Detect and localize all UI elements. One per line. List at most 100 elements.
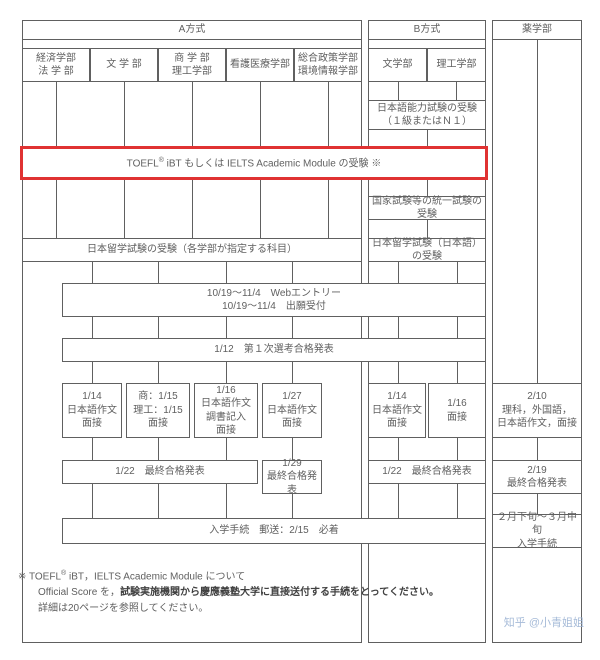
- node-line: 1/22 最終合格発表: [382, 465, 471, 479]
- connector-line: [92, 362, 93, 383]
- node-a1: 経済学部法 学 部: [22, 48, 90, 82]
- connector-line: [92, 262, 93, 283]
- node-line: 1/29: [282, 457, 301, 471]
- node-line: 理工学部: [437, 58, 477, 72]
- node-line: 1/14: [387, 390, 406, 404]
- connector-line: [457, 484, 458, 518]
- connector-line: [457, 362, 458, 383]
- node-c-title: 薬学部: [492, 20, 582, 40]
- connector-line: [56, 82, 57, 148]
- connector-line: [192, 178, 193, 238]
- node-a5: 総合政策学部環境情報学部: [294, 48, 362, 82]
- node-line: 経済学部: [36, 52, 76, 66]
- node-line: 入学手続 郵送：2/15 必着: [209, 524, 338, 538]
- connector-line: [158, 484, 159, 518]
- node-a3: 商 学 部理工学部: [158, 48, 226, 82]
- connector-line: [457, 262, 458, 283]
- node-first: 1/12 第１次選考合格発表: [62, 338, 486, 362]
- node-ex4: 1/27日本語作文面接: [262, 383, 322, 438]
- connector-line: [124, 178, 125, 238]
- connector-line: [398, 362, 399, 383]
- connector-line: [158, 262, 159, 283]
- footnote-line: Official Score を，試験実施機関から慶應義塾大学に直接送付する手続…: [18, 585, 439, 601]
- connector-line: [56, 178, 57, 238]
- connector-line: [427, 220, 428, 238]
- connector-line: [92, 438, 93, 460]
- node-line: 総合政策学部: [298, 52, 358, 66]
- connector-line: [328, 178, 329, 238]
- node-line: 2/10: [527, 390, 546, 404]
- node-line: 日本語作文: [267, 404, 317, 418]
- node-toefl: TOEFL® iBT もしくは IELTS Academic Module の受…: [22, 148, 486, 178]
- node-b1: 文学部: [368, 48, 427, 82]
- node-line: 1/14: [82, 390, 101, 404]
- connector-line: [537, 438, 538, 460]
- connector-line: [158, 438, 159, 460]
- node-line: B方式: [414, 23, 441, 37]
- node-line: 商：1/15: [138, 390, 177, 404]
- node-line: 最終合格発表: [507, 477, 567, 491]
- node-a2: 文 学 部: [90, 48, 158, 82]
- node-line: 日本留学試験（日本語）の受験: [371, 237, 483, 264]
- node-line: 調書記入: [206, 411, 246, 425]
- node-ex3: 1/16日本語作文調書記入面接: [194, 383, 258, 438]
- node-line: 面接: [216, 424, 236, 438]
- node-ex1: 1/14日本語作文面接: [62, 383, 122, 438]
- node-line: 文 学 部: [106, 58, 142, 72]
- connector-line: [260, 178, 261, 238]
- connector-line: [226, 484, 227, 518]
- node-line: 日本語作文: [372, 404, 422, 418]
- node-line: 面接: [82, 417, 102, 431]
- node-line: 1/16: [216, 384, 235, 398]
- node-line: 商 学 部: [174, 52, 210, 66]
- node-line: 国家試験等の統一試験の受験: [371, 195, 483, 222]
- connector-line: [92, 484, 93, 518]
- node-line: 理工学部: [172, 65, 212, 79]
- node-line: 面接: [387, 417, 407, 431]
- node-line: 10/19～11/4 Webエントリー: [207, 287, 341, 301]
- connector-line: [292, 494, 293, 518]
- connector-line: [292, 317, 293, 338]
- node-ex7: 2/10理科，外国語，日本語作文，面接: [492, 383, 582, 438]
- node-line: 理科，外国語，: [502, 404, 572, 418]
- connector-line: [226, 262, 227, 283]
- node-line: 日本語能力試験の受験: [377, 102, 477, 116]
- connector-line: [158, 362, 159, 383]
- node-line: 1/27: [282, 390, 301, 404]
- connector-line: [427, 178, 428, 196]
- connector-line: [457, 438, 458, 460]
- footnote: ※ TOEFL® iBT，IELTS Academic Module について …: [18, 568, 439, 617]
- node-line: 日本語作文，面接: [497, 417, 577, 431]
- connector-line: [427, 130, 428, 148]
- connector-line: [124, 82, 125, 148]
- node-b2: 理工学部: [427, 48, 486, 82]
- node-line: TOEFL® iBT もしくは IELTS Academic Module の受…: [127, 156, 382, 171]
- connector-line: [292, 262, 293, 283]
- connector-line: [328, 82, 329, 148]
- node-a4: 看護医療学部: [226, 48, 294, 82]
- node-line: （１級またはＮ１）: [382, 115, 472, 129]
- node-a-title: A方式: [22, 20, 362, 40]
- footnote-line: 詳細は20ページを参照してください。: [18, 601, 439, 617]
- node-line: 面接: [148, 417, 168, 431]
- node-jlpt: 日本語能力試験の受験（１級またはＮ１）: [368, 100, 486, 130]
- connector-line: [192, 82, 193, 148]
- node-line: 看護医療学部: [230, 58, 290, 72]
- watermark: 知乎 @小青姐姐: [504, 614, 584, 630]
- connector-line: [226, 362, 227, 383]
- node-line: 最終合格発表: [265, 470, 319, 497]
- connector-line: [398, 262, 399, 283]
- node-line: 法 学 部: [38, 65, 74, 79]
- connector-line: [398, 317, 399, 338]
- node-line: 1/12 第１次選考合格発表: [214, 343, 333, 357]
- node-fin1: 1/22 最終合格発表: [62, 460, 258, 484]
- connector-line: [398, 484, 399, 518]
- node-ex2: 商：1/15理工：1/15面接: [126, 383, 190, 438]
- footnote-line: ※ TOEFL® iBT，IELTS Academic Module について: [18, 568, 439, 585]
- node-line: 日本留学試験の受験（各学部が指定する科目）: [87, 243, 297, 257]
- node-line: 日本語作文: [201, 397, 251, 411]
- node-line: 2/19: [527, 464, 546, 478]
- node-line: A方式: [179, 23, 206, 37]
- connector-line: [537, 40, 538, 383]
- node-line: 面接: [447, 411, 467, 425]
